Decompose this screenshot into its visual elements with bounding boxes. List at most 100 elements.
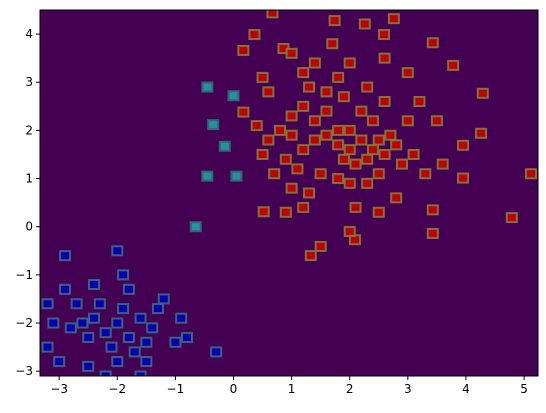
y-tick-label: 1	[25, 172, 33, 186]
cell	[475, 127, 488, 139]
cell	[169, 336, 182, 348]
cell	[332, 124, 345, 136]
cell	[426, 227, 439, 239]
cell	[146, 322, 159, 334]
cell	[332, 139, 345, 151]
cell	[218, 140, 231, 152]
y-tick-label: 0	[25, 220, 33, 234]
cell	[332, 71, 345, 83]
cell	[343, 57, 356, 69]
x-tick-label: 3	[404, 382, 412, 396]
cell	[257, 206, 270, 218]
y-tick-label: −3	[15, 364, 33, 378]
cell	[134, 370, 147, 376]
x-tick-label: 4	[462, 382, 470, 396]
cell	[372, 168, 385, 180]
y-tick-label: −1	[15, 268, 33, 282]
cell	[151, 303, 164, 315]
cell	[366, 144, 379, 156]
x-tick-label: 5	[520, 382, 528, 396]
x-tick-label: 1	[288, 382, 296, 396]
plot-frame	[39, 9, 539, 377]
cell	[308, 134, 321, 146]
cell	[314, 168, 327, 180]
cell	[349, 158, 362, 170]
cell	[447, 59, 460, 71]
cell	[237, 44, 250, 56]
x-tick-label: 0	[230, 382, 238, 396]
cell	[47, 317, 60, 329]
x-tick-label: −3	[50, 382, 68, 396]
cell	[201, 170, 214, 182]
cell	[390, 139, 403, 151]
cell	[349, 201, 362, 213]
cell	[41, 341, 54, 353]
cell	[457, 139, 470, 151]
cell	[378, 96, 391, 107]
cell	[297, 67, 310, 79]
cell	[201, 81, 214, 93]
cell	[285, 47, 298, 59]
cell	[70, 298, 83, 310]
cell	[256, 71, 269, 83]
cell	[525, 168, 538, 180]
y-tick-label: 3	[25, 75, 33, 89]
cell	[207, 119, 220, 131]
cell	[343, 177, 356, 189]
cell	[93, 298, 106, 310]
cell	[279, 206, 292, 218]
cell	[314, 240, 327, 252]
cell	[248, 29, 261, 41]
cell	[361, 153, 374, 165]
cell	[140, 356, 153, 368]
cell	[419, 168, 432, 180]
cell	[372, 134, 385, 146]
cell	[343, 124, 356, 136]
cell	[88, 279, 101, 290]
cell	[396, 158, 409, 170]
cell	[128, 346, 141, 358]
cell	[328, 15, 341, 27]
cell	[99, 327, 112, 339]
cell	[262, 86, 275, 98]
cell	[53, 356, 66, 368]
cell	[140, 336, 153, 348]
cell	[308, 115, 321, 127]
cell	[64, 322, 77, 334]
cell	[505, 212, 518, 224]
cell	[105, 341, 118, 353]
cell	[355, 134, 368, 146]
cell	[378, 148, 391, 160]
cell	[157, 293, 170, 305]
cell	[361, 177, 374, 189]
cell	[122, 283, 135, 295]
cell	[88, 312, 101, 324]
cell	[291, 163, 304, 175]
cell	[285, 129, 298, 141]
cell	[41, 298, 54, 310]
cell	[256, 148, 269, 160]
cell	[99, 370, 112, 376]
cell	[237, 106, 250, 118]
cell	[361, 81, 374, 93]
cell	[413, 96, 426, 107]
cell	[337, 153, 350, 165]
y-tick-label: −2	[15, 316, 33, 330]
cell	[387, 13, 400, 25]
cell	[401, 67, 414, 79]
cell	[358, 18, 371, 30]
cell	[297, 201, 310, 213]
cell	[430, 115, 443, 127]
cell	[320, 129, 333, 141]
cell	[326, 38, 339, 50]
y-tick-label: 4	[25, 27, 33, 41]
cell	[476, 87, 489, 99]
cell	[273, 124, 286, 136]
cell	[117, 269, 130, 281]
cell	[304, 250, 317, 262]
cell	[343, 144, 356, 156]
x-tick-label: 2	[346, 382, 354, 396]
cell	[262, 134, 275, 146]
cell	[122, 331, 135, 343]
